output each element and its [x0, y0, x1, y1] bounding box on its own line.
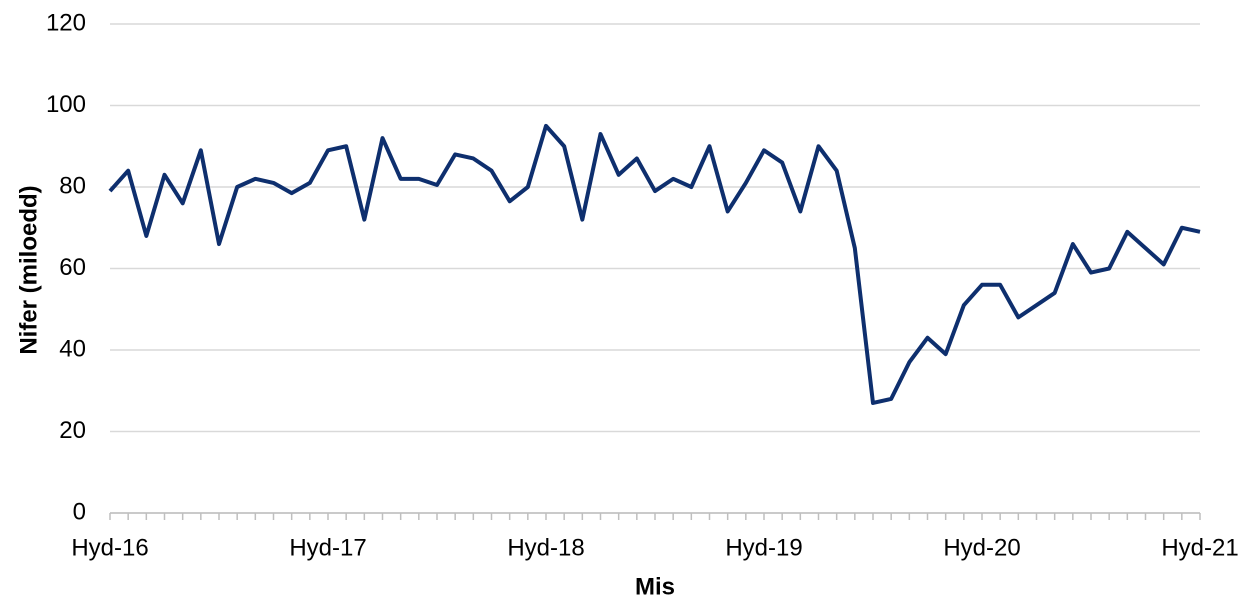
- x-tick-label: Hyd-19: [725, 534, 802, 561]
- y-tick-label: 100: [46, 91, 86, 118]
- y-tick-label: 60: [59, 254, 86, 281]
- y-tick-label: 0: [73, 498, 86, 525]
- data-line: [108, 123, 1201, 405]
- x-tick-label: Hyd-18: [507, 534, 584, 561]
- x-tick-label: Hyd-20: [943, 534, 1020, 561]
- x-axis-label: Mis: [635, 573, 675, 600]
- y-tick-label: 40: [59, 335, 86, 362]
- x-tick-label: Hyd-17: [289, 534, 366, 561]
- y-axis-label: Nifer (miloedd): [15, 185, 42, 354]
- x-tick-label: Hyd-21: [1161, 534, 1238, 561]
- y-tick-label: 20: [59, 417, 86, 444]
- x-tick-label: Hyd-16: [71, 534, 148, 561]
- y-tick-label: 120: [46, 9, 86, 36]
- y-tick-label: 80: [59, 172, 86, 199]
